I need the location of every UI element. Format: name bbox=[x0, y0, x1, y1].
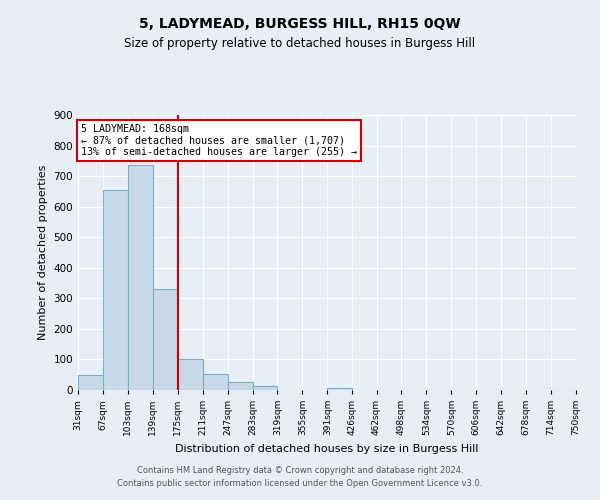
Bar bbox=[203, 374, 227, 390]
Bar bbox=[128, 165, 153, 390]
Bar bbox=[253, 386, 277, 390]
X-axis label: Distribution of detached houses by size in Burgess Hill: Distribution of detached houses by size … bbox=[175, 444, 479, 454]
Text: Contains HM Land Registry data © Crown copyright and database right 2024.
Contai: Contains HM Land Registry data © Crown c… bbox=[118, 466, 482, 487]
Bar bbox=[328, 388, 352, 390]
Bar bbox=[153, 289, 178, 390]
Y-axis label: Number of detached properties: Number of detached properties bbox=[38, 165, 48, 340]
Bar bbox=[103, 190, 128, 390]
Text: Size of property relative to detached houses in Burgess Hill: Size of property relative to detached ho… bbox=[124, 38, 476, 51]
Text: 5 LADYMEAD: 168sqm
← 87% of detached houses are smaller (1,707)
13% of semi-deta: 5 LADYMEAD: 168sqm ← 87% of detached hou… bbox=[81, 124, 357, 158]
Bar bbox=[78, 374, 103, 390]
Bar bbox=[178, 358, 203, 390]
Text: 5, LADYMEAD, BURGESS HILL, RH15 0QW: 5, LADYMEAD, BURGESS HILL, RH15 0QW bbox=[139, 18, 461, 32]
Bar bbox=[227, 382, 253, 390]
